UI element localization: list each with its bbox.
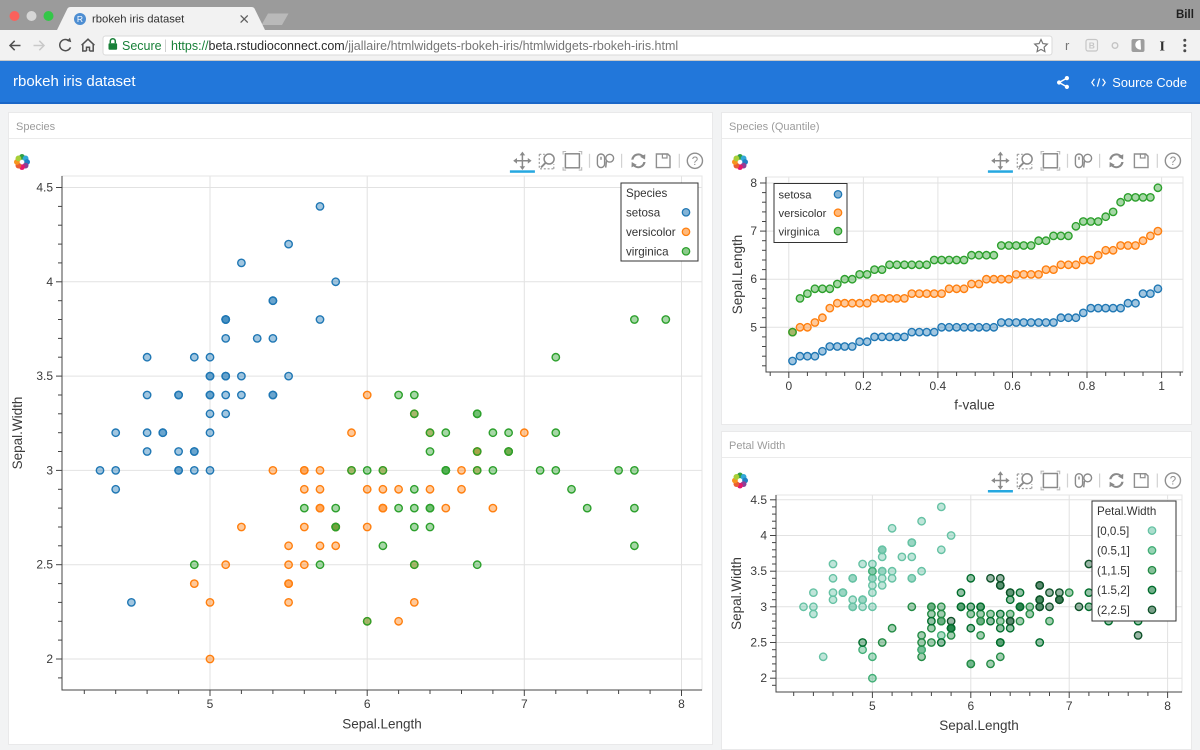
svg-text:5: 5 bbox=[750, 320, 757, 334]
svg-text:4.5: 4.5 bbox=[750, 493, 767, 507]
svg-text:setosa: setosa bbox=[626, 207, 661, 220]
svg-text:r: r bbox=[1065, 38, 1070, 53]
svg-text:7: 7 bbox=[1066, 699, 1073, 713]
svg-text:4: 4 bbox=[760, 529, 767, 543]
svg-text:4: 4 bbox=[46, 275, 53, 289]
svg-text:virginica: virginica bbox=[626, 246, 669, 259]
svg-text:(0.5,1]: (0.5,1] bbox=[1097, 545, 1130, 558]
svg-text:0: 0 bbox=[785, 379, 792, 393]
svg-text:4.5: 4.5 bbox=[36, 181, 53, 195]
svg-text:virginica: virginica bbox=[779, 226, 821, 238]
svg-text:Bill: Bill bbox=[1176, 9, 1194, 21]
svg-text:f-value: f-value bbox=[954, 398, 995, 413]
svg-text:7: 7 bbox=[521, 697, 528, 711]
svg-text:0.8: 0.8 bbox=[1079, 379, 1096, 393]
svg-text:6: 6 bbox=[750, 272, 757, 286]
svg-text:versicolor: versicolor bbox=[779, 208, 827, 220]
svg-text:[0,0.5]: [0,0.5] bbox=[1097, 525, 1129, 538]
svg-text:versicolor: versicolor bbox=[626, 226, 676, 239]
svg-text:I: I bbox=[1160, 40, 1165, 55]
svg-text:Sepal.Length: Sepal.Length bbox=[939, 718, 1019, 733]
svg-text:Sepal.Length: Sepal.Length bbox=[342, 717, 422, 732]
svg-text:6: 6 bbox=[364, 697, 371, 711]
svg-text:1: 1 bbox=[1158, 379, 1165, 393]
svg-text:Sepal.Width: Sepal.Width bbox=[10, 397, 25, 470]
svg-text:Secure: Secure bbox=[122, 39, 162, 53]
svg-text:https://beta.rstudioconnect.co: https://beta.rstudioconnect.com/jjallair… bbox=[171, 39, 678, 53]
svg-text:Sepal.Length: Sepal.Length bbox=[730, 235, 745, 315]
svg-text:Petal.Width: Petal.Width bbox=[1097, 505, 1156, 518]
svg-text:8: 8 bbox=[750, 176, 757, 190]
svg-text:Sepal.Width: Sepal.Width bbox=[729, 557, 744, 630]
svg-text:2: 2 bbox=[760, 671, 767, 685]
svg-text:2.5: 2.5 bbox=[750, 636, 767, 650]
svg-text:(1,1.5]: (1,1.5] bbox=[1097, 564, 1130, 577]
svg-text:setosa: setosa bbox=[779, 190, 813, 202]
svg-text:R: R bbox=[77, 14, 83, 24]
svg-text:(1.5,2]: (1.5,2] bbox=[1097, 584, 1130, 597]
svg-text:(2,2.5]: (2,2.5] bbox=[1097, 604, 1130, 617]
svg-text:0.4: 0.4 bbox=[930, 379, 947, 393]
svg-text:3: 3 bbox=[46, 463, 53, 477]
svg-text:5: 5 bbox=[869, 699, 876, 713]
svg-text:3.5: 3.5 bbox=[750, 564, 767, 578]
svg-text:3: 3 bbox=[760, 600, 767, 614]
svg-text:0.6: 0.6 bbox=[1004, 379, 1021, 393]
svg-text:0.2: 0.2 bbox=[855, 379, 872, 393]
svg-text:2: 2 bbox=[46, 652, 53, 666]
svg-text:2.5: 2.5 bbox=[36, 558, 53, 572]
svg-text:7: 7 bbox=[750, 224, 757, 238]
svg-text:5: 5 bbox=[207, 697, 214, 711]
svg-text:rbokeh iris dataset: rbokeh iris dataset bbox=[92, 14, 185, 26]
svg-text:B: B bbox=[1089, 41, 1095, 51]
svg-text:Species: Species bbox=[626, 187, 667, 200]
svg-text:8: 8 bbox=[678, 697, 685, 711]
svg-text:3.5: 3.5 bbox=[36, 369, 53, 383]
svg-text:8: 8 bbox=[1164, 699, 1171, 713]
svg-text:6: 6 bbox=[967, 699, 974, 713]
